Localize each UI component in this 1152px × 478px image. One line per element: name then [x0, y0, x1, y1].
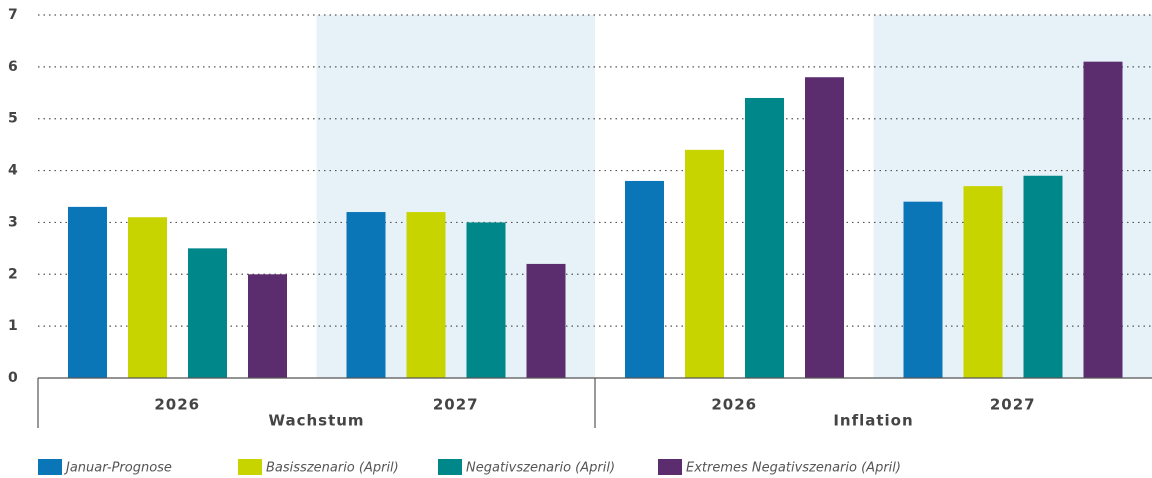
y-tick-label: 5 [8, 111, 18, 127]
x-tick-label: 2026 [711, 396, 757, 414]
bar [248, 274, 287, 378]
y-tick-label: 2 [8, 266, 18, 282]
legend-swatch [238, 459, 262, 475]
bar [745, 97, 784, 378]
y-tick-label: 3 [8, 214, 18, 230]
group-label: Inflation [833, 412, 913, 430]
x-tick-label: 2026 [154, 396, 200, 414]
bar [466, 222, 506, 378]
bar [1083, 61, 1123, 379]
bar [805, 77, 844, 378]
y-tick-label: 1 [8, 318, 18, 334]
legend-swatch [658, 459, 682, 475]
bar [685, 149, 724, 378]
y-tick-label: 4 [8, 163, 18, 179]
bar [346, 212, 386, 378]
legend-swatch [438, 459, 462, 475]
legend-label: Basisszenario (April) [266, 461, 399, 476]
x-tick-label: 2027 [433, 396, 479, 414]
bar [625, 180, 664, 378]
y-tick-label: 0 [8, 370, 18, 386]
bar [903, 201, 943, 378]
y-tick-label: 7 [8, 7, 18, 23]
x-tick-label: 2027 [990, 396, 1036, 414]
legend-label: Extremes Negativszenario (April) [686, 461, 901, 476]
bar [188, 248, 227, 378]
bar [1023, 175, 1063, 378]
legend-label: Negativszenario (April) [466, 461, 615, 476]
bar [526, 263, 566, 378]
bar [68, 206, 107, 378]
legend-label: Januar-Prognose [63, 461, 172, 476]
legend-swatch [38, 459, 62, 475]
y-tick-label: 6 [8, 59, 18, 75]
bar [406, 212, 446, 378]
group-label: Wachstum [268, 412, 364, 430]
bar [963, 186, 1003, 378]
bar [128, 217, 167, 378]
